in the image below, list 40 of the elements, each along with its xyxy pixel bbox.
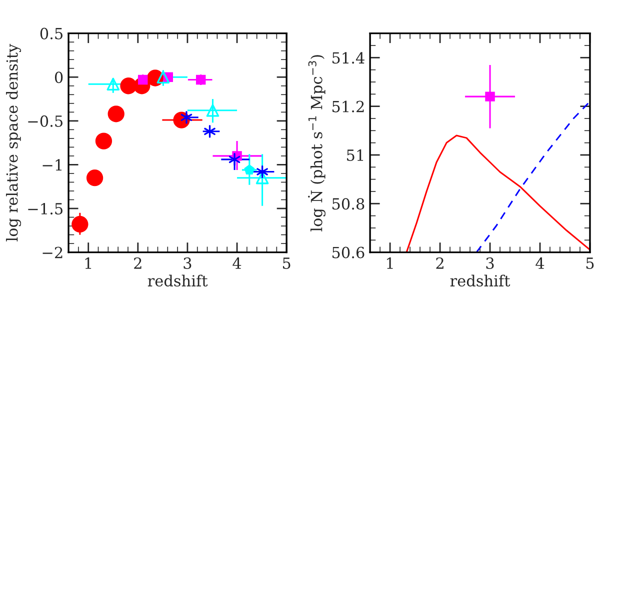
x-tick-label: 1 [387,257,393,269]
y-tick-label: 51.4 [332,52,364,64]
y-tick-label: −2 [42,246,62,258]
point [228,153,240,166]
y-tick-label: 50.6 [332,246,364,258]
point [206,104,220,117]
y-tick-label: −1 [42,159,62,170]
point [72,216,88,233]
line-series [406,134,590,252]
x-tick-label: 2 [134,257,142,269]
y-tick-label: 0.5 [40,28,62,40]
x-tick-label: 3 [486,257,494,269]
point [204,125,216,138]
y-axis-title: log Ṅ (phot s$^{−1}$ Mpc$^{−3}$) [308,55,326,232]
point [95,132,112,150]
point [156,70,170,84]
point [256,165,268,178]
x-tick-label: 3 [184,257,192,269]
line-series [476,100,590,252]
y-tick-label: 51 [347,149,364,161]
y-axis-title: log relative space density [6,44,22,242]
x-tick-label: 4 [536,257,544,269]
x-axis-title: redshift [450,274,510,287]
y-tick-label: −1.5 [28,202,62,215]
y-tick-label: 51.2 [332,100,364,112]
point [108,106,124,122]
x-tick-label: 5 [283,258,290,269]
y-tick-label: 0 [54,72,63,84]
point [138,74,148,85]
x-tick-label: 5 [586,258,594,269]
y-tick-label: 50.8 [332,198,364,210]
y-tick-label: −0.5 [28,115,62,127]
x-tick-label: 4 [232,257,242,269]
point [106,78,120,91]
point [244,164,255,174]
point [86,170,104,186]
x-tick-label: 2 [436,257,444,269]
point [196,74,206,85]
x-tick-label: 1 [85,257,92,269]
x-axis-title: redshift [148,274,208,287]
